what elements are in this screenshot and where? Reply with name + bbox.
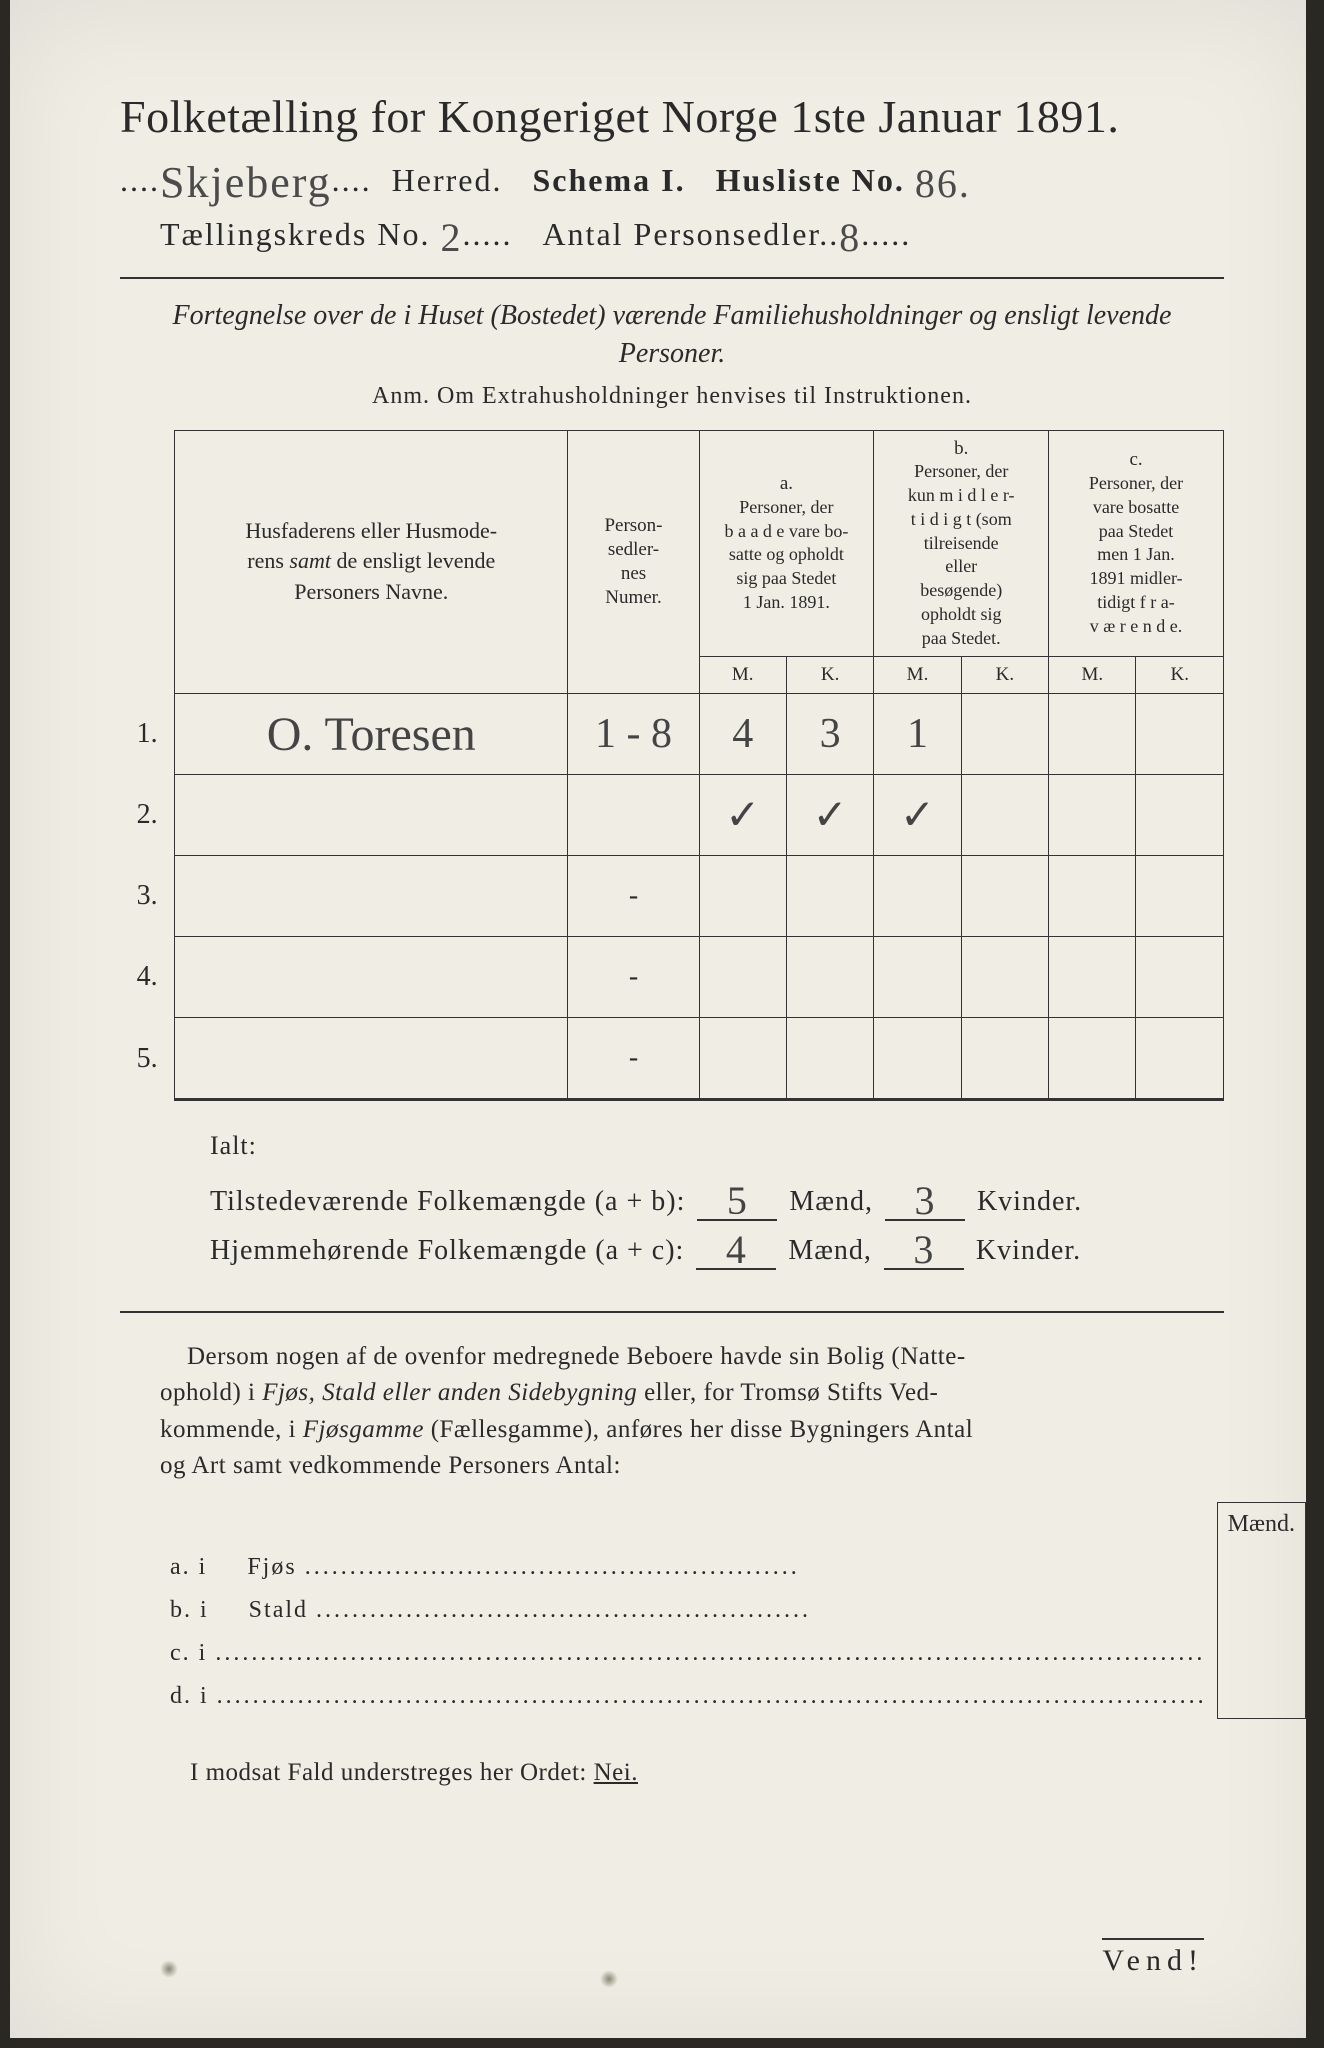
col-header-c: c. Personer, dervare bosattepaa Stedetme… — [1049, 430, 1224, 657]
table-row: 4. - — [120, 937, 1224, 1018]
table-row: c. i — [160, 1632, 1324, 1675]
outbuildings-paragraph: Dersom nogen af de ovenfor medregnede Be… — [160, 1339, 1214, 1484]
form-title: Folketælling for Kongeriget Norge 1ste J… — [120, 90, 1224, 143]
divider — [120, 1311, 1224, 1313]
herred-label: Herred. — [392, 162, 503, 198]
header-line-2: ....Skjeberg.... Herred. Schema I. Husli… — [120, 151, 1224, 202]
divider — [120, 277, 1224, 279]
col-header-personsedler: Person-sedler-nesNumer. — [568, 430, 699, 694]
husliste-label: Husliste No. — [716, 162, 905, 198]
schema-label: Schema I. — [532, 162, 685, 198]
header-line-3: Tællingskreds No. 2..... Antal Personsed… — [120, 208, 1224, 255]
col-header-m: M. — [699, 657, 786, 694]
scan-edge — [1306, 0, 1324, 2048]
totals-resident: Hjemmehørende Folkemængde (a + c): 4 Mæn… — [210, 1228, 1224, 1267]
census-form-sheet: Folketælling for Kongeriget Norge 1ste J… — [0, 0, 1324, 2048]
scan-edge — [0, 2038, 1324, 2048]
table-row: 1. O. Toresen 1 - 8 4 3 1 — [120, 694, 1224, 775]
antal-number: 8 — [839, 214, 861, 261]
totals-block: Ialt: Tilstedeværende Folkemængde (a + b… — [210, 1131, 1224, 1267]
outbuildings-table: Mænd. Kvinder. a. i Fjøs b. i Stald c. i… — [160, 1502, 1324, 1719]
table-row: 2. ✓ ✓ ✓ — [120, 775, 1224, 856]
scan-edge — [0, 0, 10, 2048]
table-row: d. i — [160, 1675, 1324, 1718]
household-table: Husfaderens eller Husmode-rens samt de e… — [120, 430, 1224, 1102]
table-row: b. i Stald — [160, 1589, 1324, 1632]
name-cell: O. Toresen — [175, 694, 568, 775]
ps-cell: 1 - 8 — [568, 694, 699, 775]
col-header-k: K. — [786, 657, 873, 694]
col-header-m: M. — [1049, 657, 1136, 694]
form-subheading: Fortegnelse over de i Huset (Bostedet) v… — [160, 297, 1184, 373]
col-header-b: b. Personer, derkun m i d l e r-t i d i … — [874, 430, 1049, 657]
resident-men: 4 — [696, 1232, 776, 1270]
nei-word: Nei. — [594, 1759, 638, 1786]
paper-stain — [600, 1970, 618, 1988]
table-body: 1. O. Toresen 1 - 8 4 3 1 2. ✓ ✓ ✓ — [120, 694, 1224, 1100]
antal-label: Antal Personsedler — [542, 216, 819, 252]
col-header-name: Husfaderens eller Husmode-rens samt de e… — [175, 430, 568, 694]
table-row: 3. - — [120, 856, 1224, 937]
nei-line: I modsat Fald understreges her Ordet: Ne… — [190, 1759, 1224, 1787]
kreds-label: Tællingskreds No. — [160, 216, 430, 252]
col-header-m: M. — [874, 657, 961, 694]
form-annotation: Anm. Om Extrahusholdninger henvises til … — [120, 383, 1224, 410]
present-women: 3 — [885, 1183, 965, 1221]
paper-stain — [160, 1960, 178, 1978]
totals-present: Tilstedeværende Folkemængde (a + b): 5 M… — [210, 1179, 1224, 1218]
col-header-k: K. — [961, 657, 1048, 694]
table-row: a. i Fjøs — [160, 1546, 1324, 1589]
present-men: 5 — [697, 1183, 777, 1221]
table-row: 5. - — [120, 1018, 1224, 1100]
husliste-number: 86. — [915, 160, 971, 207]
col-header-a: a. Personer, derb a a d e vare bo-satte … — [699, 430, 874, 657]
resident-women: 3 — [884, 1232, 964, 1270]
herred-name-handwritten: Skjeberg — [160, 157, 332, 208]
col-header-k: K. — [1136, 657, 1224, 694]
col-maend: Mænd. — [1217, 1503, 1305, 1547]
turn-over-label: Vend! — [1102, 1938, 1204, 1978]
kreds-number: 2 — [440, 214, 462, 261]
totals-heading: Ialt: — [210, 1131, 1224, 1161]
